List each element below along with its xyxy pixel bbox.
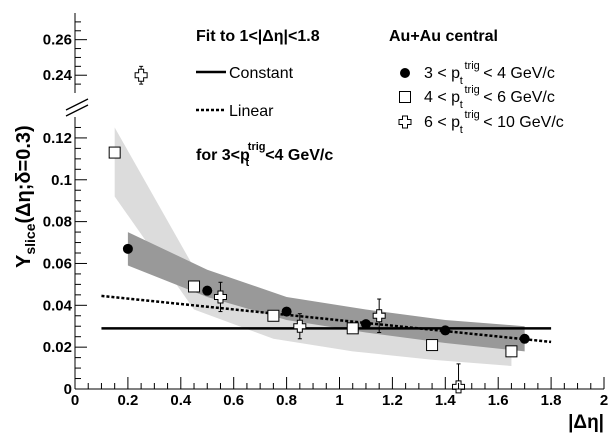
- axis-break-mark: [65, 98, 89, 117]
- data-point-square: [426, 339, 439, 352]
- series-legend-title: Au+Au central: [389, 28, 498, 45]
- data-point-cross: [372, 309, 386, 323]
- data-point-cross: [213, 290, 227, 304]
- legend-series-end: < 10 GeV/c: [479, 114, 564, 131]
- y-tick-label: 0.08: [43, 214, 72, 231]
- fit-lines: [101, 294, 552, 344]
- data-point-circle: [202, 285, 213, 296]
- fit-note-sub: t: [246, 157, 250, 169]
- data-point-cross: [134, 68, 148, 82]
- series-legend-entries: 3 < p trig t < 4 GeV/c4 < p trig t < 6 GeV…: [398, 60, 564, 136]
- y-tick-label-upper: 0.26: [43, 32, 72, 49]
- data-point-circle: [440, 325, 451, 336]
- x-tick-label: 1.8: [541, 392, 562, 409]
- legend-marker-cross: [398, 115, 412, 129]
- y-axis-title-sub: slice: [22, 223, 38, 254]
- y-tick-label: 0: [64, 381, 72, 398]
- fit-note-sup: trig: [248, 141, 266, 153]
- x-axis-title: |Δη|: [568, 412, 604, 433]
- fit-note-main: for 3<p: [196, 147, 250, 164]
- legend-series-end: < 4 GeV/c: [479, 65, 555, 82]
- series-legend: Au+Au central 3 < p trig t < 4 GeV/c4 < p…: [389, 28, 564, 136]
- ticks: 0 0.2 0.4 0.6 0.8 1 1.2 1.4 1.6 1.8 2 0 0.02 0.04 0.06…: [43, 21, 608, 409]
- x-tick-label: 1.4: [435, 392, 457, 409]
- data-point-cross: [293, 319, 307, 333]
- fit-note-end: <4 GeV/c: [265, 147, 333, 164]
- data-point-square: [108, 146, 121, 159]
- legend-series-label: 4 < p trig t < 6 GeV/c: [424, 84, 555, 111]
- legend-marker-circle: [400, 68, 410, 78]
- x-tick-label: 0: [71, 392, 79, 409]
- x-tick-label: 1.2: [382, 392, 403, 409]
- data-point-circle: [360, 319, 371, 330]
- fit-linear-line: [101, 294, 552, 344]
- legend-series-sup: trig: [464, 60, 479, 72]
- legend-series-name: 6 < p: [424, 114, 464, 131]
- data-point-circle: [519, 333, 530, 344]
- y-tick-label-upper: 0.24: [43, 67, 73, 84]
- legend-series-end: < 6 GeV/c: [479, 89, 555, 106]
- y-tick-label: 0.06: [43, 255, 72, 272]
- x-tick-label: 0.4: [170, 392, 192, 409]
- legend-series-sub: t: [460, 99, 463, 111]
- x-tick-label: 1.6: [488, 392, 509, 409]
- y-axis-title-main: Y: [13, 254, 35, 268]
- y-tick-label: 0.1: [51, 172, 72, 189]
- legend-series-sup: trig: [464, 109, 479, 121]
- y-tick-label: 0.04: [43, 297, 73, 314]
- legend-series-name: 3 < p: [424, 65, 464, 82]
- legend-linear-label: Linear: [229, 103, 274, 120]
- legend-series-label: 6 < p trig t < 10 GeV/c: [424, 109, 564, 136]
- legend-series-label: 3 < p trig t < 4 GeV/c: [424, 60, 555, 87]
- data-markers: [108, 65, 530, 394]
- data-point-square: [188, 280, 201, 293]
- y-axis-title: Yslice(Δη;δ=0.3): [13, 125, 38, 268]
- fit-legend-title: Fit to 1<|Δη|<1.8: [196, 28, 320, 45]
- y-tick-label: 0.02: [43, 339, 72, 356]
- legend-series-sup: trig: [464, 84, 479, 96]
- fit-note: for 3<ptrig t <4 GeV/c: [196, 141, 333, 169]
- data-point-square: [505, 345, 518, 358]
- legend-series-sub: t: [460, 75, 463, 87]
- legend-series-name: 4 < p: [424, 89, 464, 106]
- data-point-square: [267, 309, 280, 322]
- legend-series-sub: t: [460, 124, 463, 136]
- band-3-4: [127, 232, 525, 352]
- fit-legend: Fit to 1<|Δη|<1.8 Constant Linear for 3<…: [196, 28, 333, 169]
- data-point-circle: [122, 243, 133, 254]
- x-tick-label: 0.2: [117, 392, 138, 409]
- x-tick-label: 1: [335, 392, 343, 409]
- data-point-circle: [281, 306, 292, 317]
- data-point-square: [346, 322, 359, 335]
- x-tick-label: 0.8: [276, 392, 297, 409]
- legend-marker-square: [399, 91, 411, 103]
- y-tick-label: 0.12: [43, 130, 72, 147]
- y-axis-title-paren: (Δη;δ=0.3): [13, 125, 35, 223]
- x-tick-label: 0.6: [223, 392, 244, 409]
- legend-constant-label: Constant: [229, 65, 294, 82]
- x-tick-label: 2: [600, 392, 608, 409]
